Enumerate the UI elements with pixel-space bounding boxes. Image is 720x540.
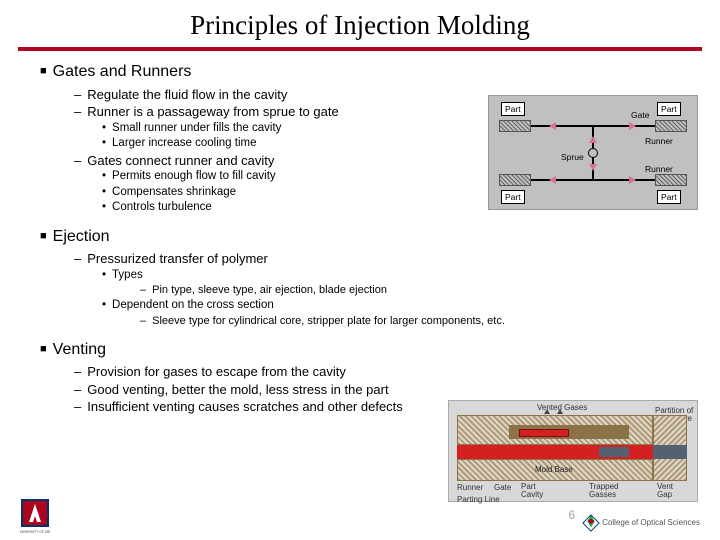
d2-vent-gap-label: Vent Gap (657, 483, 683, 499)
d2-parting-line-label: Parting Line (457, 495, 500, 504)
d2-trapped-gasses-label: Trapped Gasses (589, 483, 623, 499)
bullet-item: –Pin type, sleeve type, air ejection, bl… (140, 283, 690, 298)
section-heading: ■Gates and Runners (40, 61, 690, 83)
cos-logo: College of Optical Sciences (582, 514, 700, 532)
venting-diagram: Vented Gases Partition of Mold Core Runn… (448, 400, 698, 502)
d2-part-cavity-label: Part Cavity (521, 483, 551, 499)
gates-runners-diagram: Part Part Part Part Gate Runner Sprue Ru… (488, 95, 698, 210)
title-rule (18, 47, 702, 51)
bullet-item: •Dependent on the cross section (102, 298, 690, 314)
d2-gate-label: Gate (494, 483, 511, 492)
d1-runner-label: Runner (645, 136, 673, 146)
svg-text:THE UNIVERSITY OF ARIZONA: THE UNIVERSITY OF ARIZONA (20, 530, 50, 534)
section-heading: ■Venting (40, 339, 690, 361)
d1-part-box: Part (501, 190, 525, 204)
bullet-item: –Good venting, better the mold, less str… (74, 381, 690, 399)
d2-runner-label: Runner (457, 483, 483, 492)
d1-runner-label: Runner (645, 164, 673, 174)
d1-part-box: Part (657, 190, 681, 204)
ua-logo: THE UNIVERSITY OF ARIZONA (20, 498, 50, 534)
slide-title: Principles of Injection Molding (0, 0, 720, 47)
section-heading: ■Ejection (40, 226, 690, 248)
bullet-item: –Provision for gases to escape from the … (74, 363, 690, 381)
d1-part-box: Part (501, 102, 525, 116)
bullet-item: •Types (102, 268, 690, 284)
bullet-item: –Sleeve type for cylindrical core, strip… (140, 314, 690, 329)
page-number: 6 (568, 508, 575, 522)
bullet-item: –Pressurized transfer of polymer (74, 250, 690, 268)
d1-sprue-label: Sprue (561, 152, 584, 162)
d1-gate-label: Gate (631, 110, 649, 120)
d1-part-box: Part (657, 102, 681, 116)
d2-mold-base-label: Mold Base (535, 465, 573, 474)
